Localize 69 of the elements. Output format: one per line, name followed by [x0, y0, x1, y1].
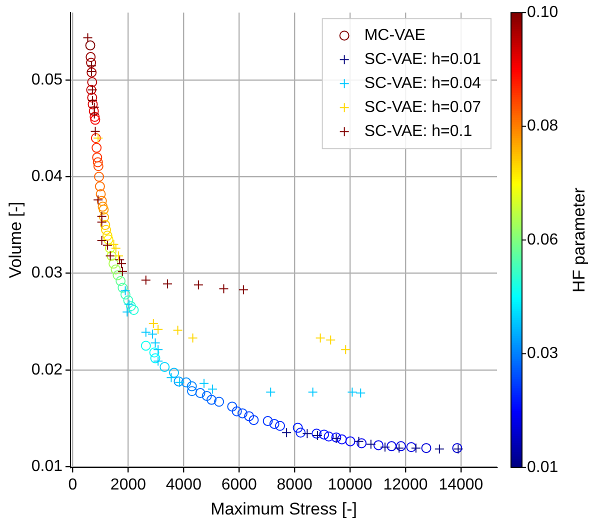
point — [434, 444, 444, 454]
point — [172, 325, 183, 336]
point — [188, 333, 198, 344]
point — [93, 194, 104, 205]
y-tick-label: 0.04 — [31, 168, 63, 186]
point — [166, 372, 176, 383]
point — [315, 333, 326, 344]
point — [380, 442, 390, 452]
x-tick-label: 12000 — [383, 476, 428, 494]
point — [410, 443, 421, 454]
color-bar-label: 0.06 — [527, 231, 558, 248]
x-tick-label: 10000 — [328, 476, 372, 494]
x-tick-label: 2000 — [110, 476, 146, 494]
legend-label: SC-VAE: h=0.07 — [364, 99, 482, 116]
point — [366, 439, 376, 450]
legend-label: SC-VAE: h=0.01 — [364, 51, 482, 68]
point — [308, 387, 318, 398]
y-tick-label: 0.03 — [31, 264, 63, 282]
point — [120, 286, 130, 296]
color-bar-label: 0.01 — [527, 458, 558, 476]
point — [266, 387, 276, 398]
point — [238, 284, 248, 295]
color-bar-label: 0.10 — [527, 4, 558, 22]
point — [140, 275, 151, 286]
point — [90, 126, 100, 136]
y-axis-title: Volume [-] — [6, 202, 25, 278]
point — [93, 133, 104, 144]
point — [108, 239, 119, 250]
x-tick-label: 14000 — [438, 476, 484, 494]
point — [162, 278, 172, 289]
color-bar-label: 0.03 — [527, 345, 558, 362]
y-tick-label: 0.02 — [31, 361, 63, 378]
point — [89, 108, 100, 119]
y-tick-label: 0.01 — [31, 458, 63, 475]
point — [89, 102, 100, 112]
legend-label: SC-VAE: h=0.1 — [364, 123, 472, 140]
point — [326, 334, 336, 345]
legend-label: SC-VAE: h=0.04 — [364, 75, 482, 92]
x-tick-label: 8000 — [276, 476, 312, 494]
point — [347, 387, 358, 398]
point — [218, 284, 229, 294]
point — [302, 428, 312, 439]
point — [114, 254, 125, 265]
color-bar-label: 0.08 — [527, 118, 558, 135]
x-axis-title: Maximum Stress [-] — [210, 499, 357, 518]
point — [356, 388, 366, 398]
point — [207, 384, 218, 394]
legend-label: MC-VAE — [364, 27, 426, 44]
point — [82, 32, 93, 43]
point — [340, 344, 351, 355]
point — [87, 95, 98, 106]
x-tick-label: 4000 — [166, 476, 202, 494]
point — [354, 436, 364, 446]
point — [116, 258, 127, 269]
point — [117, 266, 128, 276]
point — [193, 280, 204, 290]
point — [122, 306, 132, 317]
point — [282, 428, 292, 438]
point — [140, 327, 151, 338]
point — [153, 356, 164, 366]
x-tick-label: 0 — [68, 476, 78, 494]
point — [199, 378, 210, 388]
point — [110, 243, 121, 254]
x-tick-label: 6000 — [221, 476, 258, 494]
point — [96, 217, 107, 228]
y-tick-label: 0.05 — [31, 72, 63, 89]
color-bar-title: HF parameter — [570, 187, 589, 292]
point — [114, 250, 124, 261]
point — [147, 329, 158, 340]
